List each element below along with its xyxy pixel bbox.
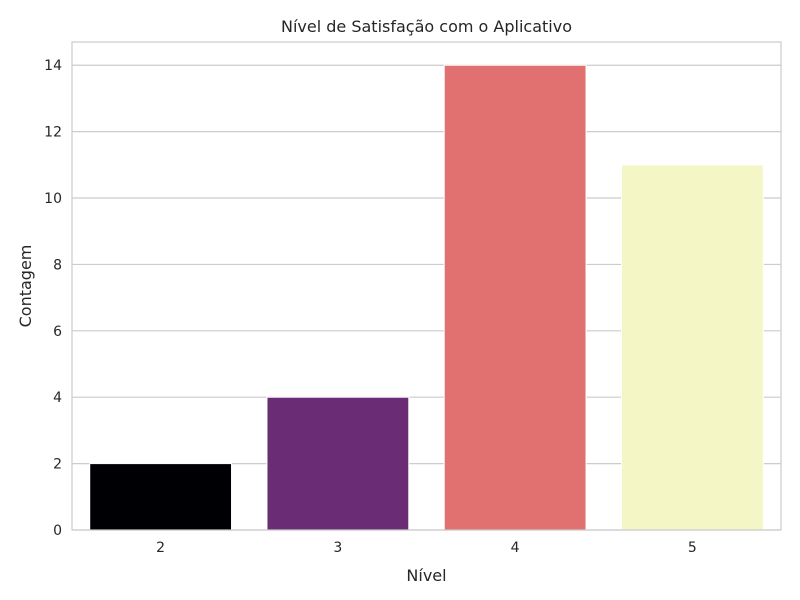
y-tick-labels: 0 2 4 6 8 10 12 14 [44, 58, 62, 539]
bar-5 [620, 164, 764, 531]
x-tick-label: 5 [688, 540, 697, 556]
x-tick-label: 3 [333, 540, 342, 556]
x-tick-label: 2 [156, 540, 165, 556]
y-tick-label: 14 [44, 58, 62, 74]
x-axis-label: Nível [406, 566, 446, 585]
y-axis-label: Contagem [16, 245, 35, 328]
plot-frame [71, 41, 782, 531]
chart-title: Nível de Satisfação com o Aplicativo [281, 17, 572, 36]
y-tick-label: 8 [53, 257, 62, 273]
y-tick-label: 0 [53, 523, 62, 539]
x-tick-label: 4 [511, 540, 520, 556]
y-tick-label: 12 [44, 125, 62, 141]
bar-2 [89, 463, 233, 531]
y-tick-label: 2 [53, 457, 62, 473]
bar-3 [266, 396, 410, 531]
bars [89, 64, 764, 531]
y-tick-label: 10 [44, 191, 62, 207]
bar-4 [443, 64, 587, 531]
y-tick-label: 6 [53, 324, 62, 340]
y-tick-label: 4 [53, 390, 62, 406]
x-tick-labels: 2 3 4 5 [156, 540, 697, 556]
